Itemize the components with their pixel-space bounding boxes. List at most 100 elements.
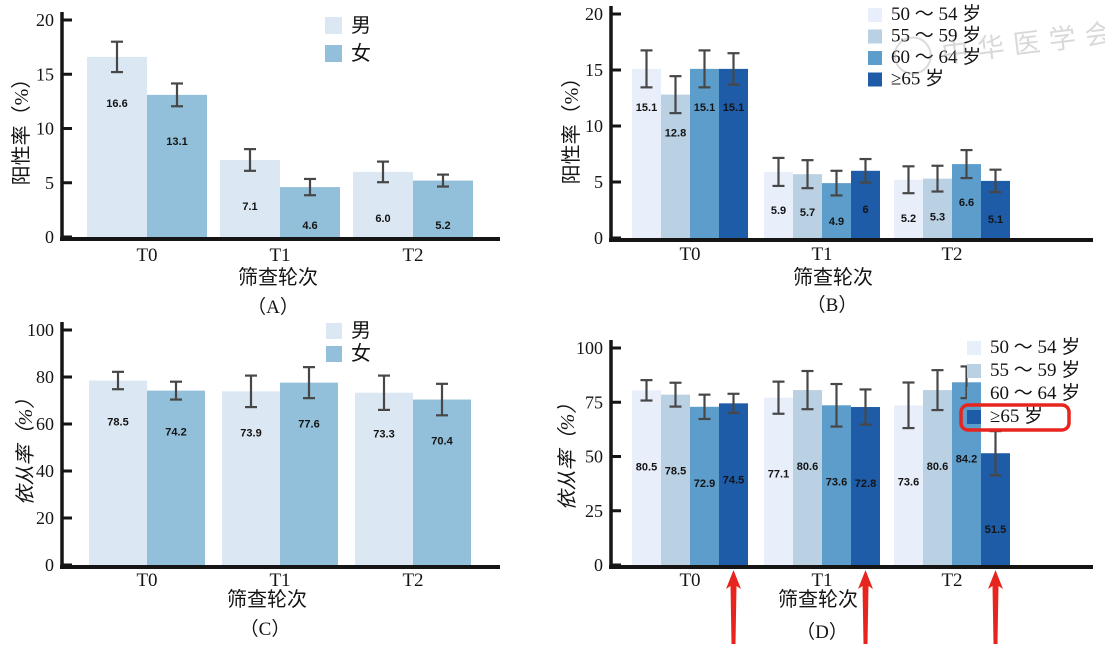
y-tick-label: 100 — [27, 320, 54, 340]
legend-swatch — [325, 45, 342, 62]
bar-value-label: 4.9 — [829, 216, 844, 228]
category-label: T1 — [811, 244, 832, 265]
legend-label: 女 — [351, 42, 371, 65]
plot-bar — [87, 56, 147, 239]
bar-value-label: 84.2 — [956, 453, 977, 465]
legend-label: 55 ～ 59 岁 — [990, 359, 1080, 381]
bar-value-label: 51.5 — [985, 524, 1006, 536]
plot-bar — [764, 397, 793, 567]
legend-label: 55 ～ 59 岁 — [891, 25, 981, 47]
legend-label: ≥65 岁 — [990, 405, 1043, 427]
plot-bar — [413, 180, 473, 239]
y-axis-title: 阳性率（%） — [10, 69, 33, 186]
y-tick-label: 25 — [585, 501, 603, 521]
bar-value-label: 80.6 — [797, 461, 818, 473]
legend-label: 50 ～ 54 岁 — [990, 336, 1080, 358]
bar-value-label: 74.5 — [723, 474, 744, 486]
y-tick-label: 75 — [585, 392, 603, 412]
plot-bar — [661, 94, 690, 240]
plot-bar — [661, 394, 690, 567]
plot-bar — [894, 405, 923, 567]
bar-value-label: 72.9 — [694, 478, 715, 490]
legend-swatch — [967, 410, 981, 424]
plot-bar — [923, 390, 952, 567]
plot-bar — [632, 68, 661, 240]
legend-swatch — [868, 51, 882, 65]
x-axis-title: 筛查轮次 — [227, 588, 307, 611]
category-label: T0 — [136, 570, 157, 591]
plot-bar — [222, 391, 280, 567]
bar-value-label: 15.1 — [694, 102, 715, 114]
bar-value-label: 77.1 — [768, 469, 789, 481]
category-label: T0 — [679, 570, 700, 591]
plot-bar — [952, 382, 981, 567]
bar-value-label: 78.5 — [665, 466, 686, 478]
legend-label: 60 ～ 64 岁 — [990, 382, 1080, 404]
legend-swatch — [326, 346, 342, 362]
x-axis-title: 筛查轮次 — [778, 588, 858, 611]
plot-bar — [719, 403, 748, 567]
panel-label: （A） — [247, 296, 299, 318]
bar-value-label: 74.2 — [165, 427, 186, 439]
legend-label: 男 — [351, 320, 371, 342]
plot-bar — [413, 399, 471, 567]
legend-highlight-box — [959, 403, 1071, 432]
bar-value-label: 5.1 — [988, 214, 1003, 226]
y-tick-label: 5 — [45, 173, 54, 193]
bar-value-label: 80.6 — [927, 461, 948, 473]
panel-label: （B） — [807, 294, 858, 316]
plot-bar — [147, 94, 207, 240]
bar-value-label: 5.7 — [800, 207, 815, 219]
y-tick-label: 50 — [585, 447, 603, 467]
plot-bar — [220, 159, 280, 239]
plot-bar — [147, 390, 205, 567]
bar-value-label: 7.1 — [242, 201, 257, 213]
plot-bar — [719, 68, 748, 240]
y-tick-label: 60 — [36, 414, 54, 434]
x-axis-title: 筛查轮次 — [238, 266, 318, 289]
plot-bar — [851, 407, 880, 567]
bar-value-label: 5.3 — [930, 212, 945, 224]
legend-label: 60 ～ 64 岁 — [891, 46, 981, 68]
y-tick-label: 40 — [36, 461, 54, 481]
bar-value-label: 73.3 — [373, 429, 394, 441]
highlight-arrow — [858, 570, 873, 644]
category-label: T2 — [402, 570, 423, 591]
category-label: T1 — [269, 570, 290, 591]
bar-value-label: 5.2 — [901, 213, 916, 225]
y-tick-label: 0 — [45, 555, 54, 575]
plot-bar — [690, 406, 719, 567]
legend-swatch — [868, 72, 882, 87]
bar-value-label: 4.6 — [302, 220, 317, 232]
panel-label: （C） — [240, 618, 291, 640]
legend-swatch — [967, 364, 981, 378]
y-axis-title: 依从率（%） — [556, 394, 579, 511]
bar-value-label: 13.1 — [166, 136, 187, 148]
y-axis-title: 依从率（%） — [14, 389, 37, 506]
legend-swatch — [868, 8, 882, 22]
y-tick-label: 15 — [585, 60, 603, 80]
y-tick-label: 10 — [585, 116, 603, 136]
category-label: T2 — [941, 244, 962, 265]
legend-label: 50 ～ 54 岁 — [891, 3, 981, 25]
y-tick-label: 20 — [36, 10, 54, 30]
y-tick-label: 20 — [36, 508, 54, 528]
plot-bar — [280, 382, 338, 567]
x-axis-title: 筛查轮次 — [793, 266, 873, 289]
panel-label: （D） — [796, 621, 848, 643]
bar-value-label: 5.9 — [771, 205, 786, 217]
plot-bar — [89, 380, 147, 567]
plot-bar — [355, 392, 413, 567]
y-tick-label: 100 — [576, 338, 603, 358]
category-label: T1 — [811, 570, 832, 591]
y-tick-label: 0 — [45, 227, 54, 247]
bar-value-label: 5.2 — [435, 220, 450, 232]
category-label: T1 — [269, 245, 290, 266]
bar-value-label: 73.6 — [898, 476, 919, 488]
highlight-arrow — [726, 570, 741, 644]
legend-label: 女 — [351, 342, 371, 365]
legend-swatch — [967, 387, 981, 401]
bar-value-label: 16.6 — [106, 98, 127, 110]
y-tick-label: 80 — [36, 367, 54, 387]
